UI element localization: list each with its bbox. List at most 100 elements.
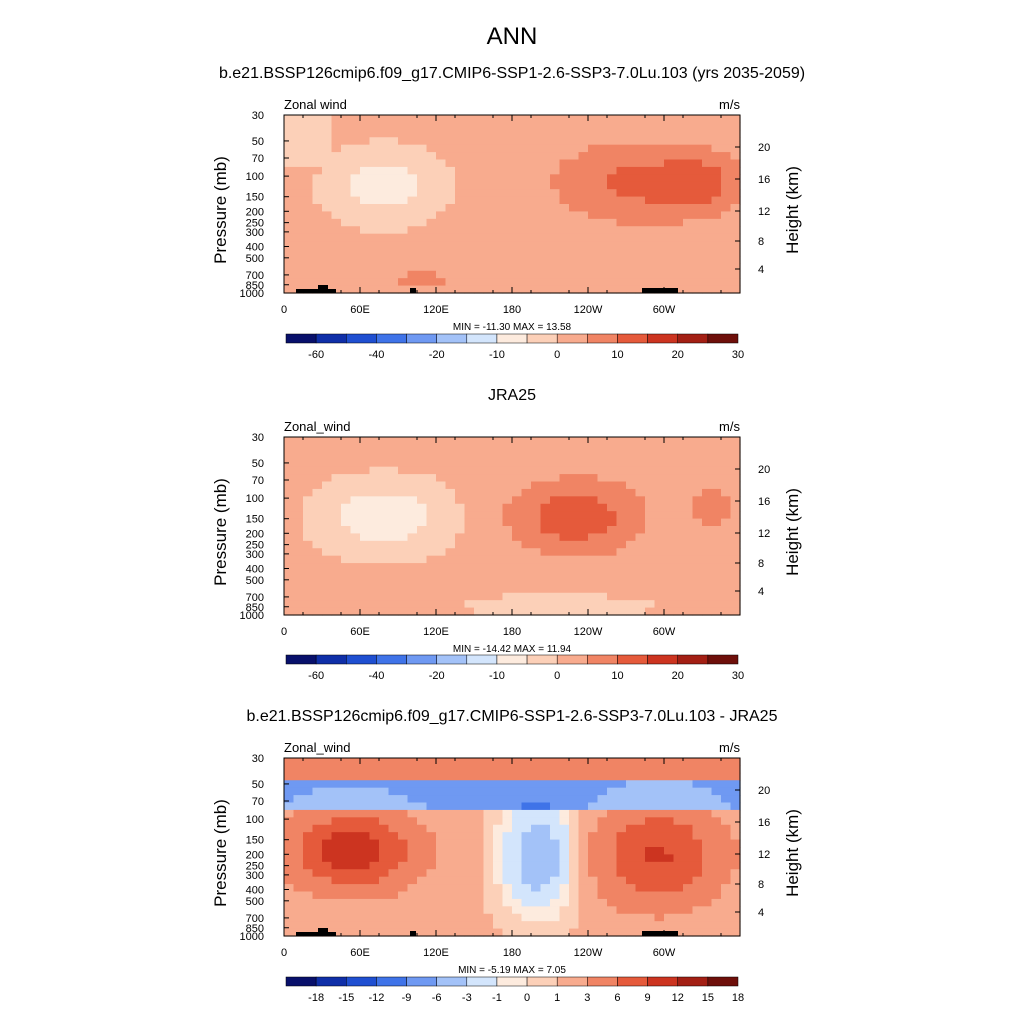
field-cell (398, 802, 409, 811)
field-cell (426, 592, 437, 601)
field-cell (322, 159, 333, 168)
field-cell (569, 891, 580, 900)
field-cell (521, 548, 532, 557)
field-cell (398, 577, 409, 586)
field-cell (578, 518, 589, 527)
field-cell (493, 211, 504, 220)
field-cell (616, 263, 627, 272)
field-cell (398, 115, 409, 124)
field-cell (616, 174, 627, 183)
field-cell (502, 233, 513, 242)
field-cell (531, 481, 542, 490)
field-cell (645, 226, 656, 235)
field-cell (455, 241, 466, 250)
field-cell (654, 592, 665, 601)
colorbar-swatch (315, 654, 347, 665)
field-cell (578, 548, 589, 557)
field-cell (550, 166, 561, 175)
field-cell (654, 540, 665, 549)
field-cell (474, 585, 485, 594)
field-cell (711, 563, 722, 572)
field-cell (588, 437, 599, 446)
field-cell (721, 474, 732, 483)
field-cell (293, 181, 304, 190)
field-cell (502, 518, 513, 527)
field-cell (635, 570, 646, 579)
field-cell (597, 577, 608, 586)
field-cell (721, 204, 732, 213)
field-cell (550, 540, 561, 549)
field-cell (426, 226, 437, 235)
field-cell (341, 780, 352, 789)
field-cell (512, 772, 523, 781)
field-cell (464, 166, 475, 175)
field-cell (550, 758, 561, 767)
field-cell (673, 526, 684, 535)
field-cell (483, 518, 494, 527)
field-cell (540, 159, 551, 168)
field-cell (426, 817, 437, 826)
field-cell (559, 817, 570, 826)
field-cell (645, 152, 656, 161)
field-cell (360, 166, 371, 175)
field-cell (436, 869, 447, 878)
field-cell (360, 563, 371, 572)
field-cell (369, 474, 380, 483)
field-cell (711, 285, 722, 294)
field-cell (626, 854, 637, 863)
field-cell (711, 174, 722, 183)
field-cell (569, 795, 580, 804)
field-cell (578, 854, 589, 863)
field-cell (284, 196, 295, 205)
field-cell (284, 548, 295, 557)
field-cell (645, 795, 656, 804)
field-cell (645, 204, 656, 213)
field-cell (474, 518, 485, 527)
units-label: m/s (719, 740, 740, 755)
field-cell (635, 444, 646, 453)
field-cell (645, 196, 656, 205)
field-cell (436, 444, 447, 453)
field-cell (426, 921, 437, 930)
field-cell (569, 241, 580, 250)
field-cell (702, 511, 713, 520)
field-cell (730, 248, 741, 257)
field-cell (455, 563, 466, 572)
field-cell (654, 278, 665, 287)
field-cell (407, 437, 418, 446)
field-cell (683, 772, 694, 781)
field-cell (673, 233, 684, 242)
field-cell (692, 526, 703, 535)
field-cell (322, 839, 333, 848)
field-cell (369, 869, 380, 878)
field-cell (645, 451, 656, 460)
field-cell (559, 503, 570, 512)
field-cell (559, 809, 570, 818)
field-cell (417, 570, 428, 579)
field-cell (512, 466, 523, 475)
field-cell (445, 555, 456, 564)
field-cell (711, 152, 722, 161)
y-tick-label: 100 (246, 493, 264, 505)
field-cell (578, 488, 589, 497)
field-cell (635, 802, 646, 811)
field-cell (559, 481, 570, 490)
x-tick-label: 120W (574, 626, 603, 638)
field-cell (312, 869, 323, 878)
field-cell (626, 891, 637, 900)
field-cell (341, 122, 352, 131)
field-cell (331, 540, 342, 549)
field-cell (569, 248, 580, 257)
field-cell (474, 226, 485, 235)
field-cell (426, 577, 437, 586)
field-cell (350, 906, 361, 915)
field-cell (635, 459, 646, 468)
field-cell (502, 780, 513, 789)
field-cell (702, 174, 713, 183)
field-cell (531, 285, 542, 294)
field-cell (388, 607, 399, 616)
field-cell (559, 466, 570, 475)
field-cell (664, 278, 675, 287)
field-cell (635, 555, 646, 564)
